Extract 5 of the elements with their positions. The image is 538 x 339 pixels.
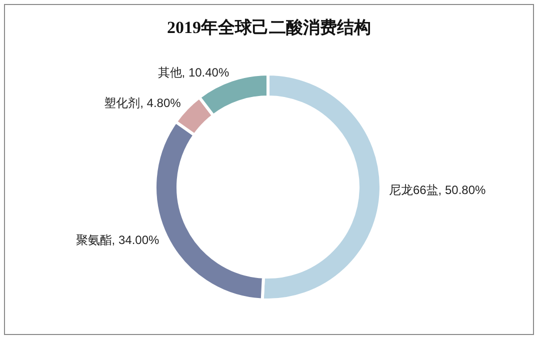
slice-label: 尼龙66盐, 50.80%: [388, 183, 486, 198]
slice-label: 聚氨酯, 34.00%: [76, 232, 160, 247]
slice-label: 其他, 10.40%: [158, 65, 230, 80]
chart-title: 2019年全球己二酸消费结构: [167, 18, 371, 37]
slice-label: 塑化剂, 4.80%: [104, 96, 182, 110]
